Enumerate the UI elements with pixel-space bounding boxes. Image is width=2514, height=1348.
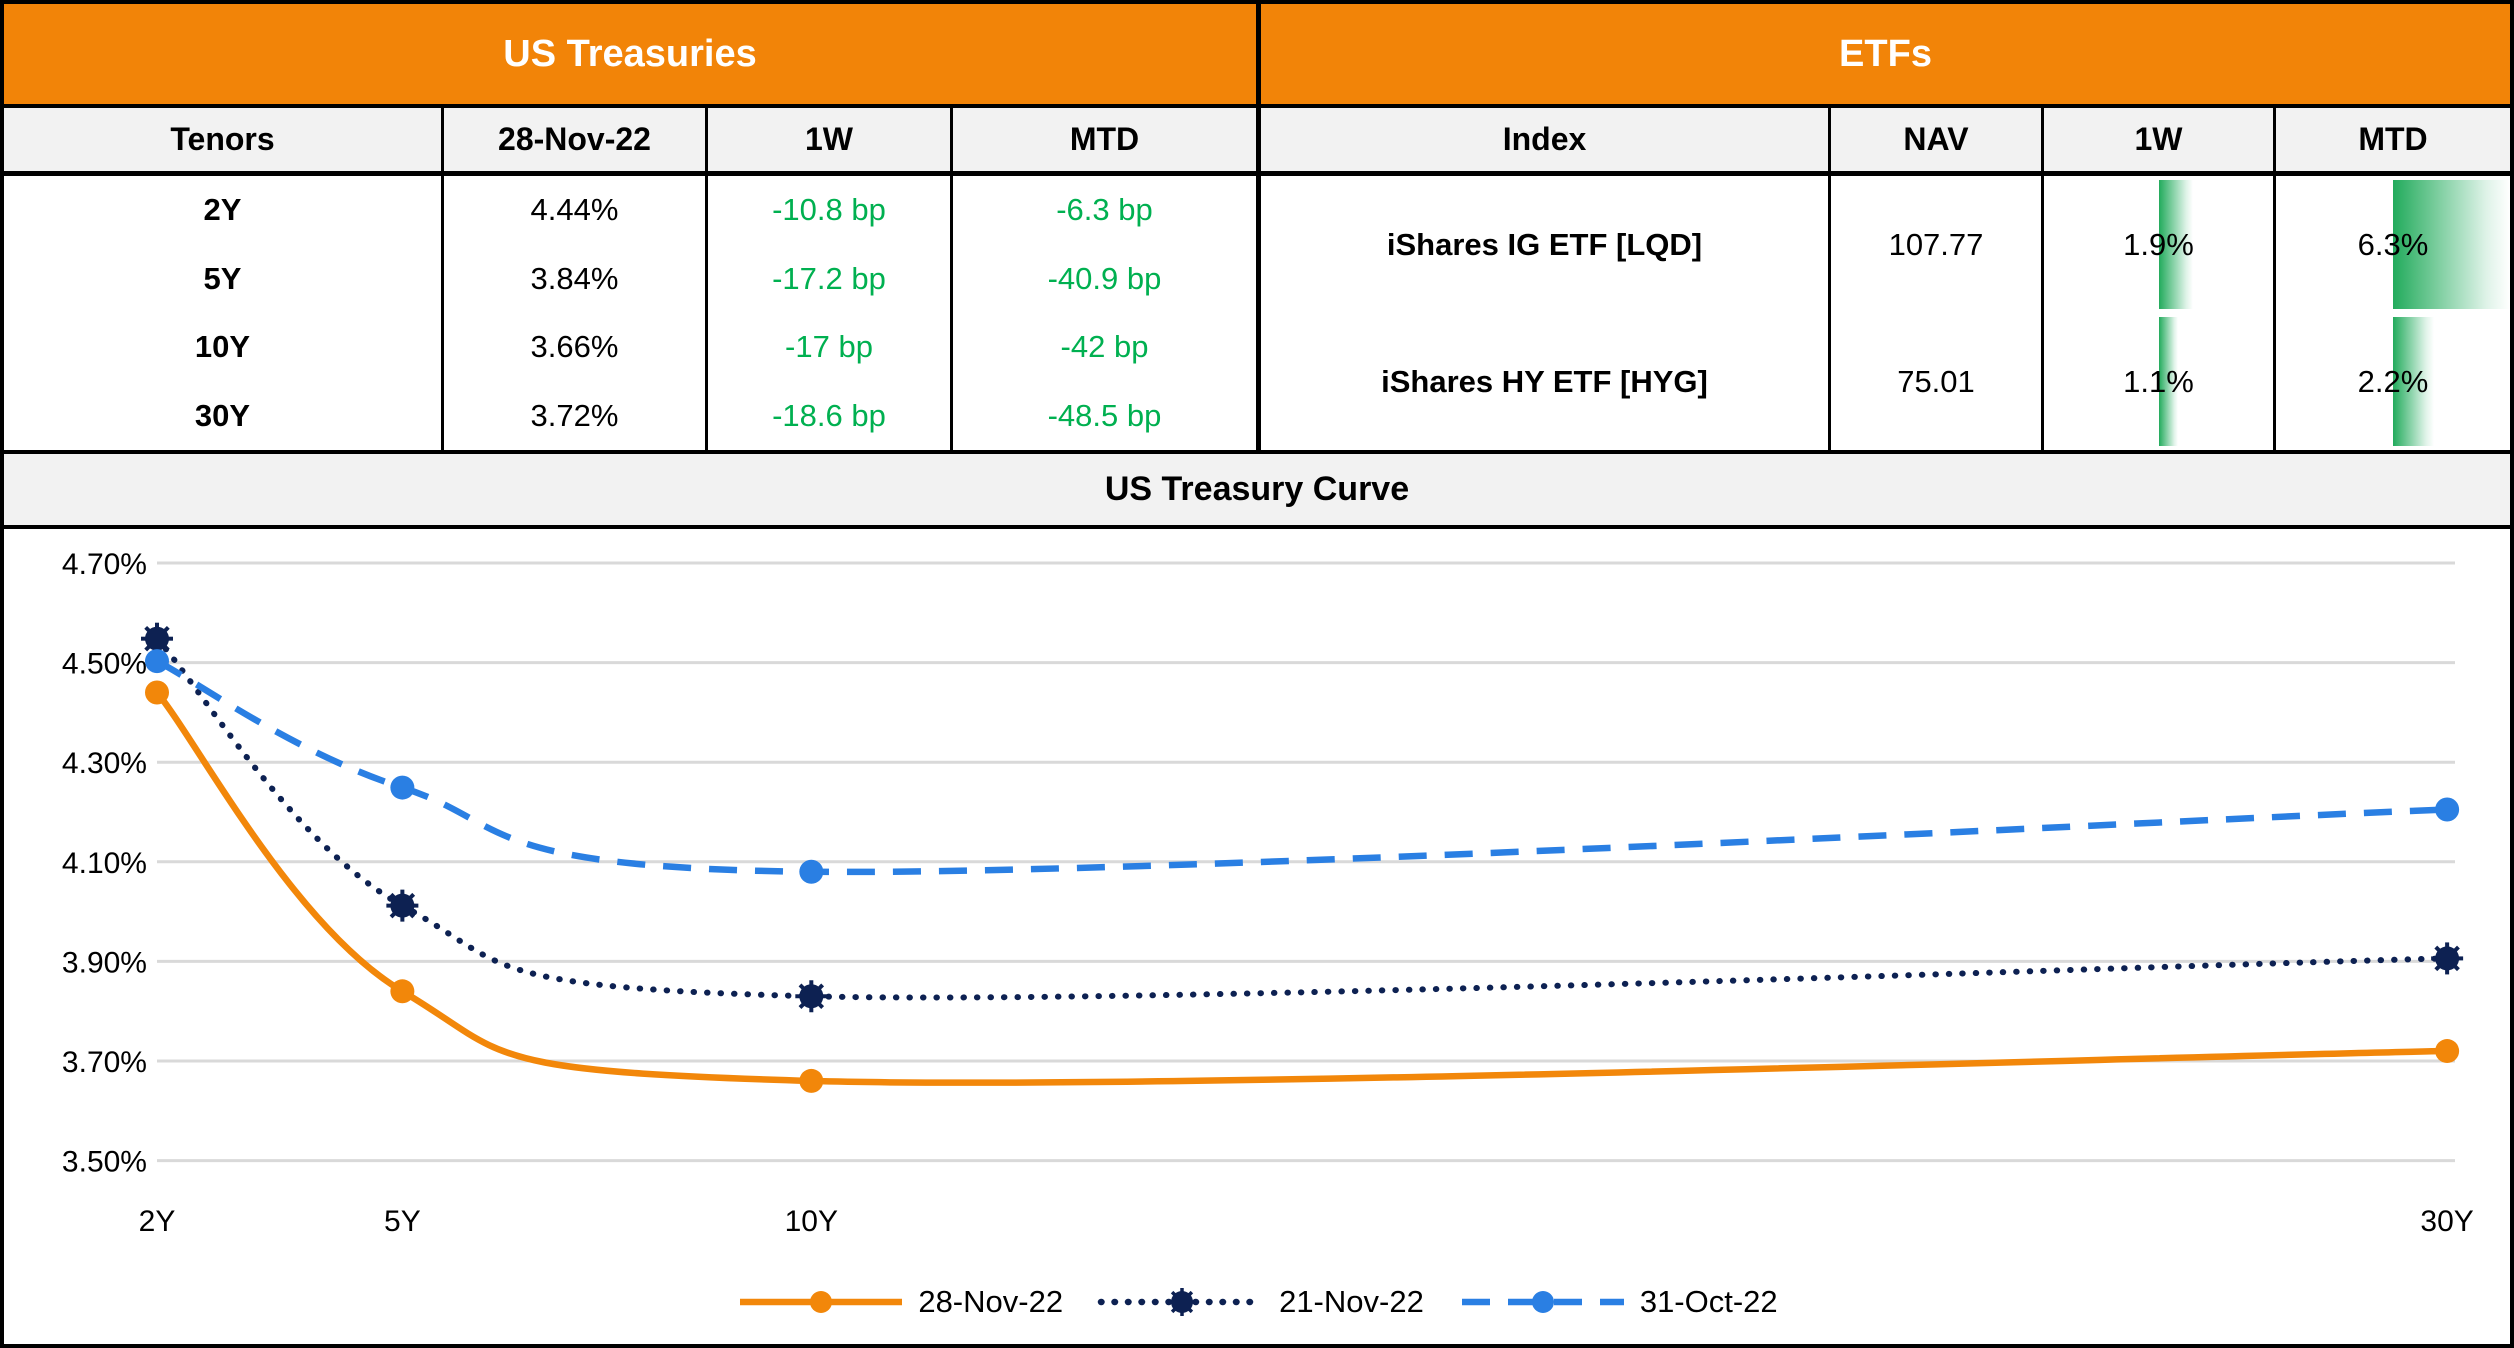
col-header-index: Index (1261, 108, 1831, 176)
1w-change: -17.2 bp (708, 244, 953, 313)
col-header-date: 28-Nov-22 (444, 108, 708, 176)
etf-1w-cell: 1.1% (2044, 313, 2276, 450)
etf-mtd-value: 2.2% (2357, 363, 2429, 399)
legend-item-21-nov: 21-Nov-22 (1097, 1284, 1424, 1320)
col-header-1w: 1W (2044, 108, 2276, 176)
mtd-change: -42 bp (1060, 329, 1149, 365)
legend-label-21-nov: 21-Nov-22 (1279, 1284, 1424, 1319)
svg-text:4.70%: 4.70% (62, 548, 147, 581)
etfs-table: ETFs Index NAV 1W MTD iShares IG ETF [LQ… (1261, 4, 2510, 450)
yield-value: 3.72% (444, 381, 708, 450)
chart-legend: 28-Nov-22 21-Nov-22 31-Oct-22 (4, 1276, 2510, 1328)
treasury-curve-chart: 4.70% 4.50% 4.30% 4.10% 3.90% 3.70% 3.50% 2Y 5Y 1… (4, 529, 2510, 1344)
us-treasuries-title: US Treasuries (503, 32, 757, 75)
etf-mtd-value: 6.3% (2357, 226, 2429, 262)
col-header-mtd: MTD (953, 108, 1256, 176)
chart-title: US Treasury Curve (1104, 470, 1410, 508)
1w-databar (2158, 317, 2179, 446)
us-treasuries-table: US Treasuries Tenors 28-Nov-22 1W MTD 2Y… (4, 4, 1261, 450)
mtd-change: -6.3 bp (1056, 192, 1153, 228)
yield-value: 4.44% (444, 176, 708, 245)
mtd-databar (2393, 317, 2434, 446)
1w-databar (2158, 180, 2194, 309)
1w-change: -17 bp (708, 313, 953, 382)
svg-text:3.50%: 3.50% (62, 1146, 147, 1179)
etf-nav: 107.77 (1831, 176, 2044, 313)
etf-name: iShares HY ETF [HYG] (1261, 313, 1831, 450)
tenor-label: 30Y (4, 381, 444, 450)
etf-mtd-cell: 6.3% (2276, 176, 2510, 313)
legend-sample-21-nov (1097, 1288, 1267, 1316)
tenor-label: 10Y (4, 313, 444, 382)
chart-title-bar: US Treasury Curve (4, 454, 2510, 529)
etf-1w-value: 1.9% (2123, 226, 2194, 262)
svg-text:5Y: 5Y (384, 1205, 421, 1238)
etfs-title: ETFs (1839, 32, 1932, 75)
yield-value: 3.84% (444, 244, 708, 313)
tenor-label: 5Y (4, 244, 444, 313)
yield-value: 3.66% (444, 313, 708, 382)
treasury-curve-svg: 4.70% 4.50% 4.30% 4.10% 3.90% 3.70% 3.50% 2Y 5Y 1… (62, 548, 2474, 1238)
mtd-databar (2393, 180, 2510, 309)
mtd-change: -48.5 bp (1047, 397, 1162, 433)
mtd-change: -40.9 bp (1047, 260, 1162, 296)
tenor-label: 2Y (4, 176, 444, 245)
etfs-banner: ETFs (1261, 4, 2510, 108)
svg-text:2Y: 2Y (139, 1205, 176, 1238)
svg-text:3.90%: 3.90% (62, 946, 147, 979)
1w-change: -18.6 bp (708, 381, 953, 450)
svg-text:3.70%: 3.70% (62, 1046, 147, 1079)
col-header-mtd: MTD (2276, 108, 2510, 176)
svg-text:30Y: 30Y (2420, 1205, 2473, 1238)
tables-section: US Treasuries Tenors 28-Nov-22 1W MTD 2Y… (4, 4, 2510, 454)
1w-change: -10.8 bp (708, 176, 953, 245)
legend-label-31-oct: 31-Oct-22 (1639, 1284, 1778, 1319)
etf-mtd-cell: 2.2% (2276, 313, 2510, 450)
legend-item-31-oct: 31-Oct-22 (1458, 1284, 1778, 1320)
etf-nav: 75.01 (1831, 313, 2044, 450)
etf-name: iShares IG ETF [LQD] (1261, 176, 1831, 313)
legend-sample-31-oct (1461, 1291, 1624, 1313)
svg-text:4.50%: 4.50% (62, 648, 147, 681)
col-header-1w: 1W (708, 108, 953, 176)
legend-item-28-nov: 28-Nov-22 (736, 1284, 1063, 1320)
col-header-nav: NAV (1831, 108, 2044, 176)
legend-label-28-nov: 28-Nov-22 (918, 1284, 1064, 1319)
etf-1w-cell: 1.9% (2044, 176, 2276, 313)
svg-text:4.30%: 4.30% (62, 747, 147, 780)
svg-text:4.10%: 4.10% (62, 847, 147, 880)
legend-sample-28-nov (740, 1291, 903, 1313)
etf-1w-value: 1.1% (2123, 363, 2194, 399)
us-treasuries-banner: US Treasuries (4, 4, 1256, 108)
svg-text:10Y: 10Y (785, 1205, 838, 1238)
col-header-tenors: Tenors (4, 108, 444, 176)
